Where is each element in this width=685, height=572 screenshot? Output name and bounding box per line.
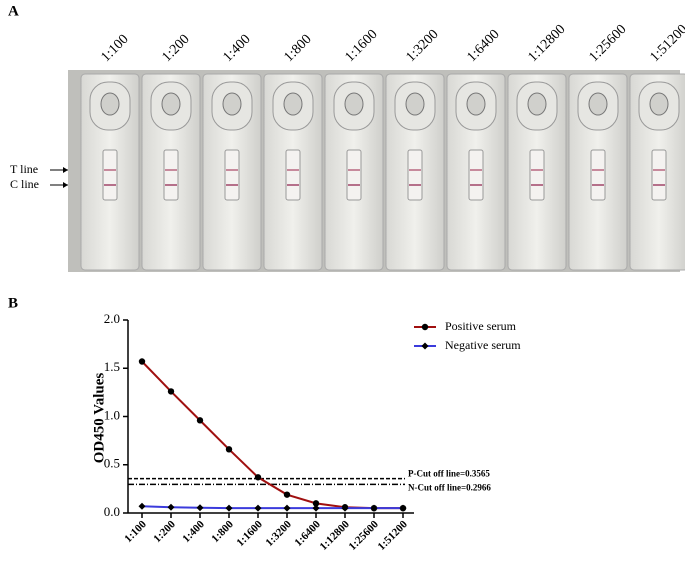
dilution-label: 1:51200 bbox=[647, 22, 685, 65]
series-line bbox=[141, 505, 403, 510]
sample-hole bbox=[283, 92, 303, 116]
sample-hole bbox=[161, 92, 181, 116]
data-point bbox=[167, 388, 175, 395]
data-point bbox=[138, 358, 146, 365]
legend-label: Negative serum bbox=[445, 338, 521, 352]
data-point bbox=[254, 474, 262, 481]
marker-arrowhead bbox=[63, 167, 68, 173]
sample-hole bbox=[527, 92, 547, 116]
sample-hole bbox=[588, 92, 608, 116]
data-point bbox=[341, 504, 349, 512]
sample-hole bbox=[222, 92, 242, 116]
y-tick-label: 0.0 bbox=[104, 504, 120, 519]
result-window bbox=[407, 149, 423, 201]
legend-label: Positive serum bbox=[445, 319, 517, 333]
sample-hole bbox=[405, 92, 425, 116]
sample-hole bbox=[100, 92, 120, 116]
data-point bbox=[283, 491, 291, 498]
sample-hole bbox=[649, 92, 669, 116]
dilution-label: 1:6400 bbox=[464, 27, 502, 65]
data-point bbox=[196, 504, 204, 512]
data-point bbox=[225, 446, 233, 453]
result-window bbox=[163, 149, 179, 201]
result-window bbox=[651, 149, 667, 201]
data-point bbox=[421, 342, 429, 350]
sample-hole bbox=[344, 92, 364, 116]
dilution-label: 1:3200 bbox=[403, 27, 441, 65]
dilution-label: 1:25600 bbox=[586, 22, 629, 65]
data-point bbox=[225, 504, 233, 512]
cutoff-label: N-Cut off line=0.2966 bbox=[408, 482, 491, 492]
x-tick-label: 1:400 bbox=[180, 518, 207, 545]
result-window bbox=[468, 149, 484, 201]
series-line bbox=[141, 360, 403, 510]
y-tick-label: 1.5 bbox=[104, 359, 120, 374]
data-point bbox=[399, 504, 407, 512]
x-tick-label: 1:12800 bbox=[317, 518, 352, 553]
data-point bbox=[312, 504, 320, 512]
y-axis-title: OD450 Values bbox=[91, 373, 107, 464]
y-tick-label: 0.5 bbox=[104, 456, 120, 471]
dilution-label: 1:12800 bbox=[525, 22, 568, 65]
data-point bbox=[254, 504, 262, 512]
result-window bbox=[102, 149, 118, 201]
result-window bbox=[590, 149, 606, 201]
dilution-label: 1:800 bbox=[281, 32, 314, 65]
x-tick-label: 1:3200 bbox=[263, 518, 294, 549]
data-point bbox=[196, 417, 204, 424]
strip-marker-label: T line bbox=[10, 162, 38, 176]
x-tick-label: 1:1600 bbox=[234, 518, 265, 549]
data-point bbox=[312, 500, 320, 507]
data-point bbox=[421, 323, 429, 331]
y-tick-label: 1.0 bbox=[104, 407, 120, 422]
cutoff-label: P-Cut off line=0.3565 bbox=[408, 469, 490, 479]
result-window bbox=[224, 149, 240, 201]
result-window bbox=[529, 149, 545, 201]
sample-hole bbox=[466, 92, 486, 116]
panel-label: B bbox=[8, 295, 18, 311]
x-tick-label: 1:100 bbox=[122, 518, 149, 545]
y-tick-label: 2.0 bbox=[104, 311, 120, 326]
dilution-label: 1:400 bbox=[220, 32, 253, 65]
result-window bbox=[285, 149, 301, 201]
data-point bbox=[370, 504, 378, 512]
strip-marker-label: C line bbox=[10, 177, 39, 191]
dilution-label: 1:100 bbox=[98, 32, 131, 65]
result-window bbox=[346, 149, 362, 201]
x-tick-label: 1:800 bbox=[209, 518, 236, 545]
data-point bbox=[138, 502, 146, 510]
panel-label: A bbox=[8, 3, 19, 19]
x-tick-label: 1:25600 bbox=[346, 518, 381, 553]
data-point bbox=[167, 503, 175, 511]
dilution-label: 1:1600 bbox=[342, 27, 380, 65]
dilution-label: 1:200 bbox=[159, 32, 192, 65]
x-tick-label: 1:200 bbox=[151, 518, 178, 545]
x-tick-label: 1:51200 bbox=[375, 518, 410, 553]
marker-arrowhead bbox=[63, 182, 68, 188]
data-point bbox=[283, 504, 291, 512]
